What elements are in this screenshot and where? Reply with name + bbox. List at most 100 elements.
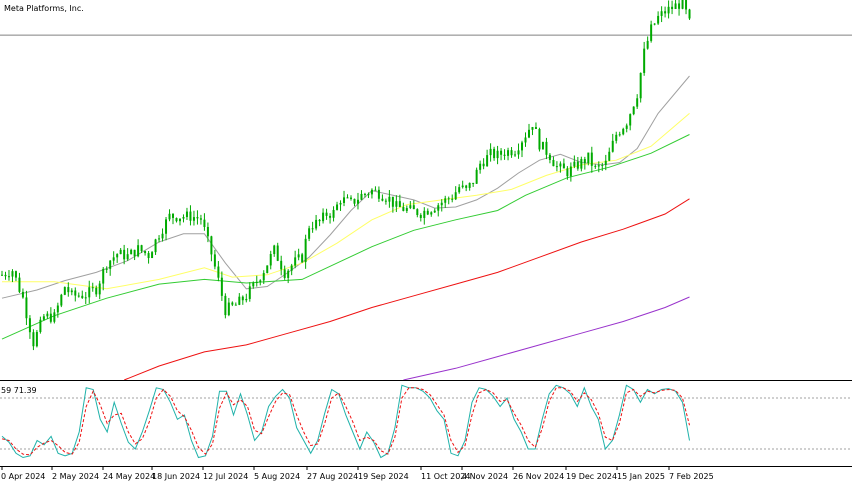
- candle-body: [116, 254, 119, 258]
- candle-body: [489, 148, 492, 156]
- candle-body: [461, 185, 464, 188]
- candle-body: [451, 198, 454, 200]
- candle-body: [625, 125, 628, 129]
- candle-body: [479, 163, 482, 170]
- candle-body: [597, 165, 600, 167]
- candle-body: [32, 332, 35, 347]
- candle-body: [192, 217, 195, 221]
- candle-body: [381, 198, 384, 201]
- candle-body: [185, 211, 188, 218]
- candle-body: [329, 215, 332, 218]
- candle-body: [67, 287, 70, 293]
- candle-body: [203, 219, 206, 227]
- candle-body: [552, 159, 555, 167]
- candle-body: [671, 6, 674, 10]
- candle-body: [88, 287, 91, 298]
- candle-body: [294, 257, 297, 266]
- candle-body: [255, 281, 258, 283]
- x-tick-label: 7 Feb 2025: [669, 472, 714, 481]
- candle-body: [56, 305, 59, 313]
- candle-body: [196, 217, 199, 219]
- candle-body: [248, 286, 251, 299]
- candle-body: [423, 210, 426, 218]
- candle-body: [283, 269, 286, 278]
- candle-body: [154, 239, 157, 253]
- instrument-title: Meta Platforms, Inc.: [4, 4, 84, 13]
- candle-body: [109, 260, 112, 269]
- candle-body: [527, 129, 530, 138]
- candle-body: [370, 189, 373, 195]
- candle-body: [503, 154, 506, 156]
- candle-body: [262, 273, 265, 281]
- candle-body: [587, 152, 590, 164]
- candle-body: [266, 265, 269, 274]
- candle-body: [657, 15, 660, 24]
- candle-body: [105, 268, 108, 270]
- candle-body: [14, 271, 17, 278]
- candle-body: [517, 150, 520, 155]
- candle-body: [241, 296, 244, 301]
- stochastic-lines: [1, 384, 690, 459]
- candle-body: [608, 151, 611, 161]
- candle-body: [388, 196, 391, 202]
- candle-body: [674, 3, 677, 10]
- candle-body: [580, 159, 583, 169]
- candle-body: [25, 297, 28, 319]
- candle-body: [189, 211, 192, 221]
- candle-body: [622, 128, 625, 135]
- candle-body: [227, 302, 230, 316]
- candle-body: [590, 152, 593, 166]
- candle-body: [144, 251, 147, 254]
- candle-body: [84, 297, 87, 299]
- candle-body: [653, 23, 656, 25]
- x-tick-label: 19 Dec 2024: [566, 472, 617, 481]
- candle-body: [339, 202, 342, 205]
- candle-body: [39, 319, 42, 333]
- candle-body: [377, 189, 380, 199]
- candle-body: [496, 150, 499, 159]
- candle-body: [367, 194, 370, 196]
- stochastic-main-line: [1, 384, 690, 459]
- candle-body: [220, 277, 223, 296]
- candle-body: [545, 141, 548, 155]
- candle-body: [325, 212, 328, 216]
- candle-body: [363, 193, 366, 195]
- candle-body: [566, 168, 569, 177]
- candle-body: [119, 249, 122, 255]
- candle-body: [290, 265, 293, 271]
- candle-body: [412, 205, 415, 210]
- candle-body: [356, 199, 359, 204]
- candle-body: [217, 266, 220, 278]
- candle-body: [444, 198, 447, 203]
- candle-body: [384, 200, 387, 202]
- candle-body: [482, 163, 485, 167]
- candle-body: [555, 166, 558, 168]
- candle-body: [604, 160, 607, 165]
- candle-body: [123, 249, 126, 260]
- candle-body: [259, 280, 262, 282]
- candle-body: [430, 212, 433, 215]
- candle-body: [158, 238, 161, 240]
- candle-body: [35, 332, 38, 347]
- candle-body: [465, 185, 468, 188]
- candle-body: [643, 48, 646, 73]
- candle-body: [350, 197, 352, 199]
- candle-body: [269, 254, 272, 266]
- candle-body: [63, 287, 66, 295]
- candle-body: [510, 150, 513, 156]
- candle-body: [98, 283, 101, 295]
- candle-body: [273, 245, 276, 255]
- candle-body: [447, 198, 450, 200]
- x-tick-label: 4 Nov 2024: [462, 472, 508, 481]
- main-pane: [0, 0, 852, 381]
- candle-body: [440, 202, 443, 206]
- candle-body: [287, 270, 290, 278]
- candle-body: [172, 213, 175, 218]
- candle-body: [1, 274, 3, 276]
- candle-body: [346, 197, 349, 199]
- candle-body: [611, 140, 614, 152]
- candle-body: [165, 219, 168, 234]
- candle-body: [576, 161, 579, 169]
- candle-body: [573, 161, 576, 167]
- candle-body: [500, 150, 503, 155]
